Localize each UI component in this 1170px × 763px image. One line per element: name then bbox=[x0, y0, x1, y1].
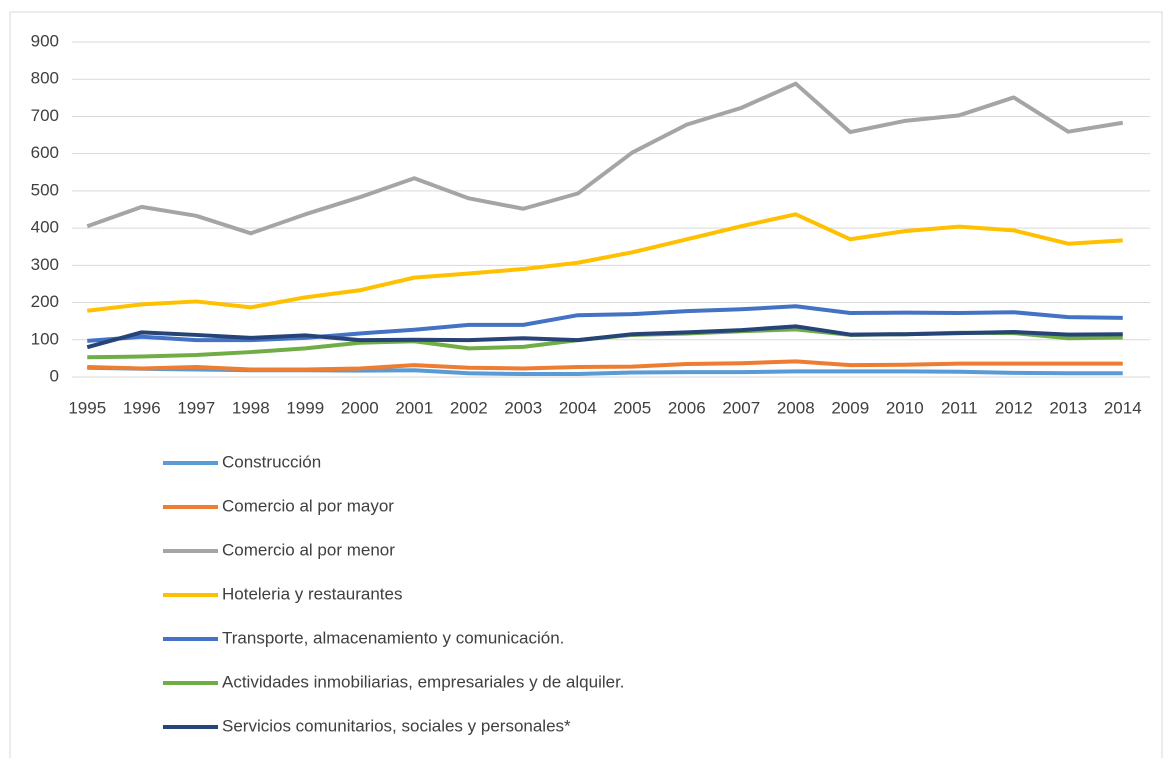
series-line bbox=[87, 359, 1123, 372]
y-tick-label: 600 bbox=[31, 143, 59, 162]
y-tick-label: 800 bbox=[31, 69, 59, 88]
x-tick-label: 1995 bbox=[68, 398, 106, 417]
x-tick-label: 2012 bbox=[995, 398, 1033, 417]
legend-label: Actividades inmobiliarias, empresariales… bbox=[222, 672, 625, 691]
legend-label: Comercio al por mayor bbox=[222, 496, 394, 515]
legend-label: Comercio al por menor bbox=[222, 540, 395, 559]
y-tick-label: 100 bbox=[31, 329, 59, 348]
legend-label: Construcción bbox=[222, 452, 321, 471]
y-tick-label: 400 bbox=[31, 218, 59, 237]
y-tick-label: 500 bbox=[31, 180, 59, 199]
x-tick-label: 2008 bbox=[777, 398, 815, 417]
x-tick-label: 2011 bbox=[941, 398, 978, 417]
x-tick-label: 2000 bbox=[341, 398, 379, 417]
series-line bbox=[87, 212, 1123, 313]
x-tick-label: 2007 bbox=[722, 398, 760, 417]
legend-label: Transporte, almacenamiento y comunicació… bbox=[222, 628, 564, 647]
series-line bbox=[86, 324, 1123, 350]
x-tick-label: 1999 bbox=[286, 398, 324, 417]
chart-border bbox=[9, 11, 1163, 763]
series-line bbox=[87, 304, 1123, 343]
legend-label: Servicios comunitarios, sociales y perso… bbox=[222, 716, 571, 735]
x-tick-label: 2013 bbox=[1049, 398, 1087, 417]
x-tick-label: 2009 bbox=[831, 398, 869, 417]
x-tick-label: 2005 bbox=[613, 398, 651, 417]
x-tick-label: 2001 bbox=[395, 398, 433, 417]
y-tick-label: 300 bbox=[31, 255, 59, 274]
series-line bbox=[86, 81, 1124, 236]
x-tick-label: 1998 bbox=[232, 398, 270, 417]
x-tick-label: 2006 bbox=[668, 398, 706, 417]
x-tick-label: 2010 bbox=[886, 398, 924, 417]
y-tick-label: 700 bbox=[31, 106, 59, 125]
x-tick-label: 2002 bbox=[450, 398, 488, 417]
legend-label: Hoteleria y restaurantes bbox=[222, 584, 402, 603]
y-tick-label: 0 bbox=[50, 366, 59, 385]
y-tick-label: 200 bbox=[31, 292, 59, 311]
x-tick-label: 2004 bbox=[559, 398, 597, 417]
x-tick-label: 1996 bbox=[123, 398, 161, 417]
x-tick-label: 2003 bbox=[504, 398, 542, 417]
x-tick-label: 1997 bbox=[177, 398, 215, 417]
y-tick-label: 900 bbox=[31, 31, 59, 50]
x-tick-label: 2014 bbox=[1104, 398, 1142, 417]
